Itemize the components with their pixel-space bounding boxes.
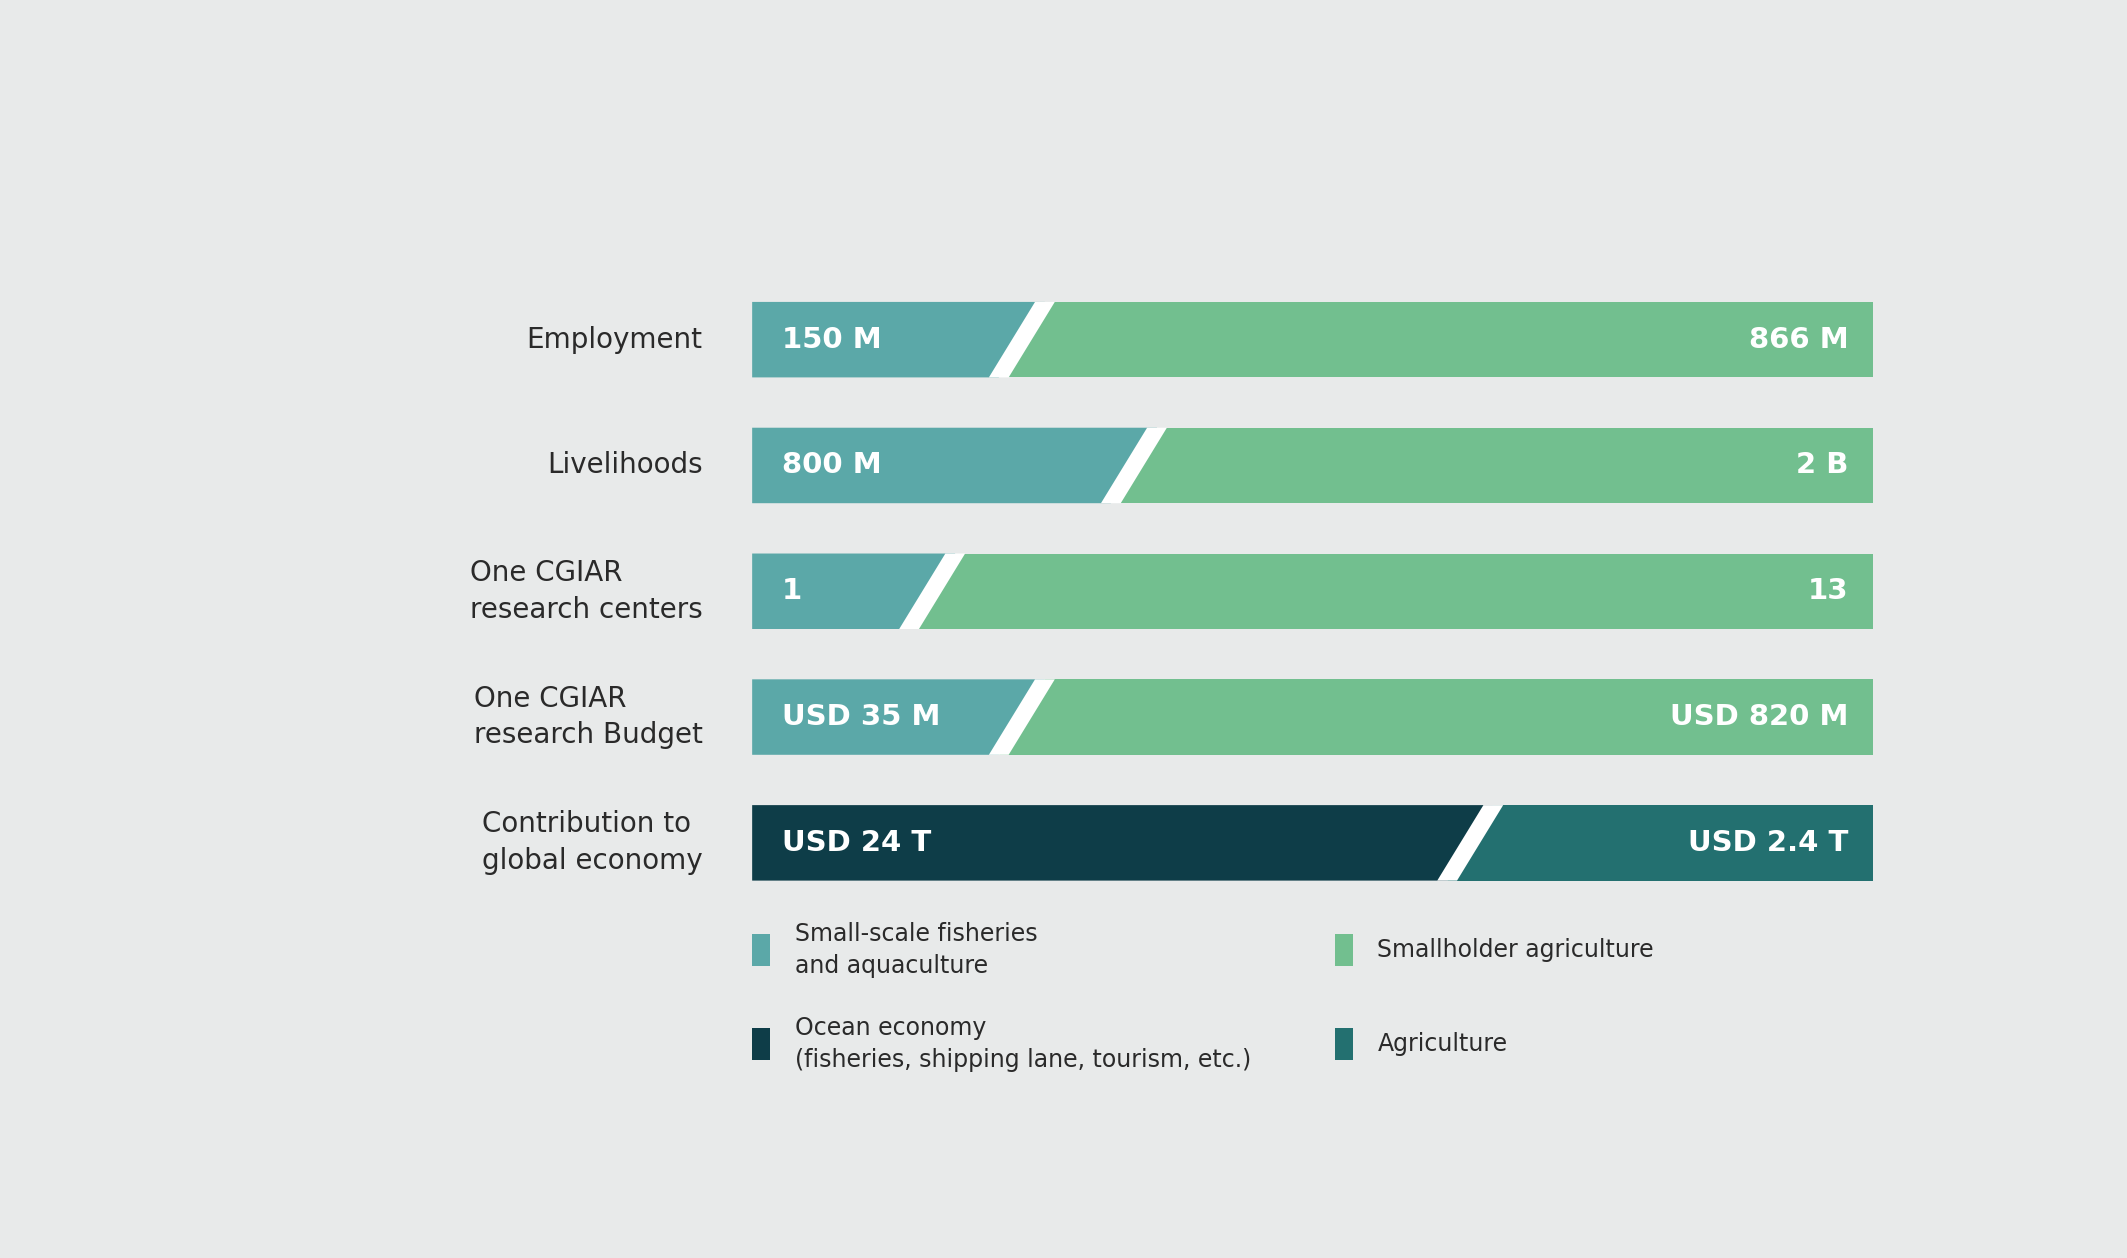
Text: One CGIAR
research Budget: One CGIAR research Budget (474, 684, 702, 750)
Polygon shape (753, 554, 955, 629)
Polygon shape (753, 302, 1044, 377)
Bar (753, 1029, 770, 1059)
Polygon shape (1438, 805, 1504, 881)
Text: Ocean economy
(fisheries, shipping lane, tourism, etc.): Ocean economy (fisheries, shipping lane,… (795, 1016, 1251, 1072)
Text: Agriculture: Agriculture (1378, 1032, 1508, 1057)
Text: 800 M: 800 M (783, 452, 881, 479)
Text: USD 35 M: USD 35 M (783, 703, 940, 731)
Text: 13: 13 (1808, 577, 1848, 605)
Polygon shape (989, 679, 1055, 755)
Polygon shape (908, 554, 1874, 629)
Text: 2 B: 2 B (1795, 452, 1848, 479)
Polygon shape (753, 679, 1044, 755)
Polygon shape (1110, 428, 1874, 503)
Bar (753, 933, 770, 966)
Polygon shape (1102, 428, 1168, 503)
Text: Small-scale fisheries
and aquaculture: Small-scale fisheries and aquaculture (795, 922, 1038, 977)
Polygon shape (989, 302, 1055, 377)
Polygon shape (1000, 679, 1874, 755)
Polygon shape (900, 554, 966, 629)
Polygon shape (1446, 805, 1874, 881)
Text: Livelihoods: Livelihoods (547, 452, 702, 479)
Text: 1: 1 (783, 577, 802, 605)
Polygon shape (753, 428, 1157, 503)
Text: Employment: Employment (527, 326, 702, 353)
Text: USD 2.4 T: USD 2.4 T (1689, 829, 1848, 857)
Text: USD 24 T: USD 24 T (783, 829, 932, 857)
Text: 150 M: 150 M (783, 326, 881, 353)
Polygon shape (1000, 302, 1874, 377)
Bar (1336, 1029, 1353, 1059)
Text: One CGIAR
research centers: One CGIAR research centers (470, 559, 702, 624)
Text: Smallholder agriculture: Smallholder agriculture (1378, 937, 1655, 962)
Text: USD 820 M: USD 820 M (1670, 703, 1848, 731)
Text: Contribution to
global economy: Contribution to global economy (483, 810, 702, 876)
Polygon shape (753, 805, 1493, 881)
Text: 866 M: 866 M (1748, 326, 1848, 353)
Bar (1336, 933, 1353, 966)
